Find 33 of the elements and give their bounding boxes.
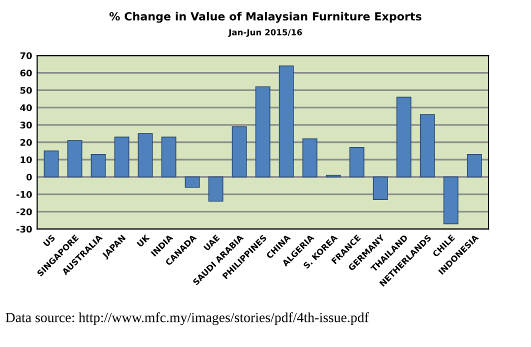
source-note: Data source: http://www.mfc.my/images/stories/pdf/4th-issue.pdf [6,312,369,326]
bar [349,147,364,178]
y-tick-label: 20 [20,139,32,146]
bar [278,66,294,178]
y-tick-label: 50 [20,86,32,94]
bar [114,136,130,178]
y-tick-label: 40 [20,104,32,112]
bar [372,176,388,200]
y-tick-label: 70 [20,52,32,60]
bar [44,150,59,178]
bar [208,176,224,202]
bar [67,140,82,178]
bar [161,136,176,178]
bar [90,154,106,178]
y-tick-label: 30 [20,122,32,128]
chart-title: % Change in Value of Malaysian Furniture Exports [109,12,422,23]
bar [255,86,270,178]
bar [443,176,458,224]
y-tick-label: 60 [20,70,32,76]
y-tick-label: -20 [16,208,32,216]
bar [302,138,318,178]
bar [466,154,482,178]
y-tick-label: 10 [20,156,32,164]
bar [420,114,435,178]
y-tick-label: -30 [16,226,32,233]
y-tick-label: 0 [26,174,32,181]
bar [184,176,200,188]
x-tick-label: UK [136,234,150,248]
chart-subtitle: Jan-Jun 2015/16 [228,29,302,37]
bar [232,126,247,178]
bar [138,133,153,178]
y-tick-label: -10 [16,191,32,198]
bar [396,96,412,178]
